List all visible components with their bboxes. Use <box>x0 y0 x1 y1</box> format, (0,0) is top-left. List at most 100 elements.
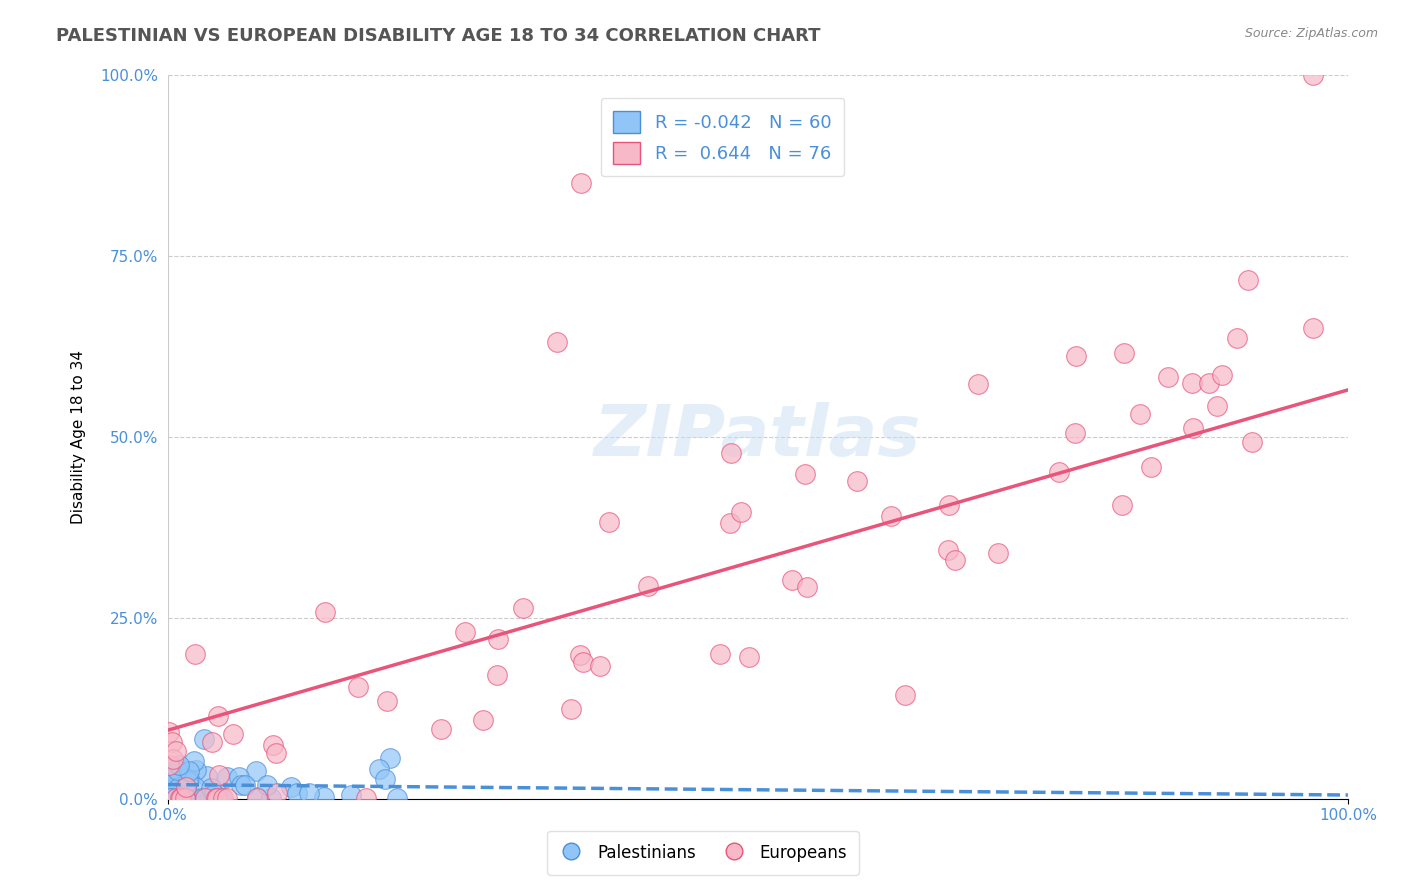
Point <box>512 601 534 615</box>
Point <box>588 659 610 673</box>
Point <box>356 791 378 805</box>
Point <box>191 791 214 805</box>
Point <box>184 791 207 805</box>
Point <box>162 785 184 799</box>
Point <box>339 788 361 802</box>
Point <box>162 784 184 798</box>
Point <box>572 655 595 669</box>
Point <box>167 788 190 802</box>
Point <box>945 553 967 567</box>
Point <box>720 446 742 460</box>
Point <box>162 760 184 774</box>
Point <box>177 764 200 779</box>
Point <box>1237 273 1260 287</box>
Point <box>485 668 508 682</box>
Point <box>718 516 741 531</box>
Point <box>1226 331 1249 345</box>
Point <box>162 752 184 766</box>
Point <box>1211 368 1233 383</box>
Point <box>174 791 197 805</box>
Point <box>183 755 205 769</box>
Point <box>1047 465 1070 479</box>
Point <box>163 772 186 786</box>
Point <box>170 789 193 804</box>
Point <box>598 516 620 530</box>
Point <box>709 647 731 661</box>
Point <box>1182 421 1205 435</box>
Point <box>454 624 477 639</box>
Point <box>160 787 183 801</box>
Point <box>157 758 180 772</box>
Point <box>167 780 190 795</box>
Point <box>347 680 370 694</box>
Point <box>159 789 181 804</box>
Point <box>160 791 183 805</box>
Point <box>228 770 250 784</box>
Point <box>260 791 283 805</box>
Point <box>167 768 190 782</box>
Point <box>174 789 197 804</box>
Point <box>160 735 183 749</box>
Point <box>280 780 302 795</box>
Point <box>378 751 401 765</box>
Point <box>794 467 817 481</box>
Point <box>159 766 181 780</box>
Point <box>1302 321 1324 335</box>
Point <box>730 505 752 519</box>
Point <box>262 738 284 752</box>
Text: ZIPatlas: ZIPatlas <box>595 402 921 471</box>
Point <box>569 648 592 663</box>
Legend: Palestinians, Europeans: Palestinians, Europeans <box>547 831 859 875</box>
Point <box>298 786 321 800</box>
Point <box>163 764 186 779</box>
Point <box>173 791 195 805</box>
Point <box>486 632 509 646</box>
Point <box>167 757 190 772</box>
Point <box>1206 399 1229 413</box>
Point <box>177 773 200 788</box>
Point <box>221 727 243 741</box>
Point <box>471 713 494 727</box>
Point <box>314 606 336 620</box>
Point <box>285 786 308 800</box>
Point <box>184 647 207 661</box>
Point <box>231 778 253 792</box>
Point <box>246 789 269 804</box>
Point <box>430 722 453 736</box>
Point <box>157 772 180 787</box>
Point <box>209 791 232 805</box>
Text: PALESTINIAN VS EUROPEAN DISABILITY AGE 18 TO 34 CORRELATION CHART: PALESTINIAN VS EUROPEAN DISABILITY AGE 1… <box>56 27 821 45</box>
Point <box>207 709 229 723</box>
Point <box>215 791 238 805</box>
Point <box>314 789 336 804</box>
Point <box>1129 407 1152 421</box>
Point <box>1064 425 1087 440</box>
Point <box>256 778 278 792</box>
Point <box>1198 376 1220 391</box>
Point <box>217 770 239 784</box>
Point <box>184 780 207 794</box>
Point <box>1111 498 1133 512</box>
Point <box>179 772 201 786</box>
Point <box>880 509 903 524</box>
Y-axis label: Disability Age 18 to 34: Disability Age 18 to 34 <box>72 350 86 524</box>
Point <box>201 734 224 748</box>
Point <box>194 791 217 805</box>
Point <box>174 787 197 801</box>
Point <box>1302 68 1324 82</box>
Point <box>1064 349 1087 363</box>
Point <box>162 779 184 793</box>
Point <box>987 546 1010 560</box>
Point <box>163 760 186 774</box>
Point <box>207 791 229 805</box>
Point <box>637 578 659 592</box>
Point <box>208 768 231 782</box>
Point <box>266 787 288 801</box>
Point <box>169 791 191 805</box>
Point <box>200 781 222 796</box>
Point <box>796 580 818 594</box>
Point <box>1181 376 1204 390</box>
Point <box>245 764 267 778</box>
Point <box>780 573 803 587</box>
Point <box>205 791 228 805</box>
